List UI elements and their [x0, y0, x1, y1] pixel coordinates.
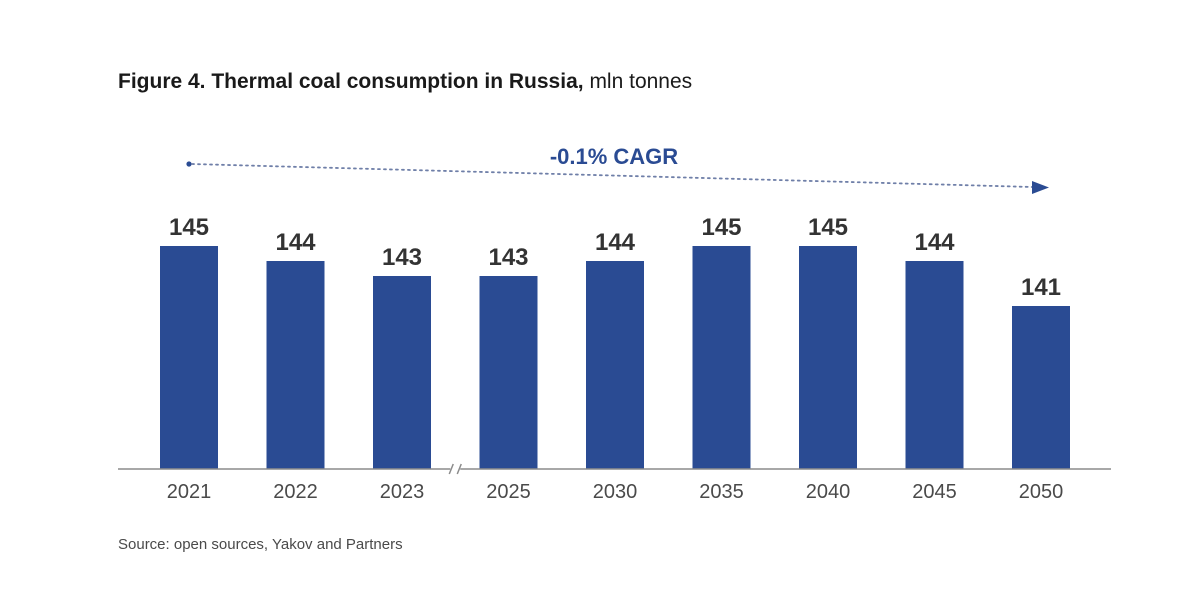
cagr-annotation: -0.1% CAGR: [550, 144, 678, 169]
bar-2045: [905, 261, 964, 469]
bar-value-label: 144: [275, 229, 316, 256]
cagr-trend-arrow: [191, 163, 1033, 188]
bar-value-label: 143: [382, 244, 422, 271]
chart-title-bold: Figure 4. Thermal coal consumption in Ru…: [118, 70, 584, 93]
axis-break-gap: [450, 465, 461, 473]
bar-2021: [160, 246, 218, 469]
bar-value-label: 145: [808, 214, 848, 241]
bar-2030: [586, 261, 644, 469]
x-tick-label: 2025: [486, 481, 531, 503]
bar-value-label: 143: [488, 244, 528, 271]
bar-value-label: 145: [169, 214, 209, 241]
source-note: Source: open sources, Yakov and Partners: [118, 536, 403, 553]
x-tick-label: 2050: [1019, 481, 1064, 503]
bar-2040: [799, 246, 857, 469]
cagr-arrowhead-icon: [1032, 181, 1049, 194]
chart-title-unit: mln tonnes: [589, 70, 693, 93]
x-tick-label: 2035: [699, 481, 744, 503]
bar-value-label: 141: [1021, 274, 1061, 301]
x-tick-label: 2023: [380, 481, 425, 503]
bar-2050: [1012, 306, 1070, 469]
bar-value-label: 145: [701, 214, 741, 241]
x-tick-label: 2045: [912, 481, 957, 503]
cagr-arrow-start-dot: [186, 161, 192, 167]
bar-value-label: 144: [595, 229, 636, 256]
axis-break-mark: [456, 463, 462, 475]
x-tick-label: 2022: [273, 481, 318, 503]
x-tick-label: 2040: [806, 481, 851, 503]
x-tick-label: 2021: [167, 481, 212, 503]
bar-value-label: 144: [914, 229, 955, 256]
axis-break-mark: [448, 463, 454, 475]
x-tick-label: 2030: [593, 481, 638, 503]
bar-2025: [479, 276, 538, 469]
chart-title: Figure 4. Thermal coal consumption in Ru…: [118, 70, 692, 94]
bar-2035: [692, 246, 751, 469]
bar-2023: [373, 276, 431, 469]
bar-2022: [266, 261, 325, 469]
